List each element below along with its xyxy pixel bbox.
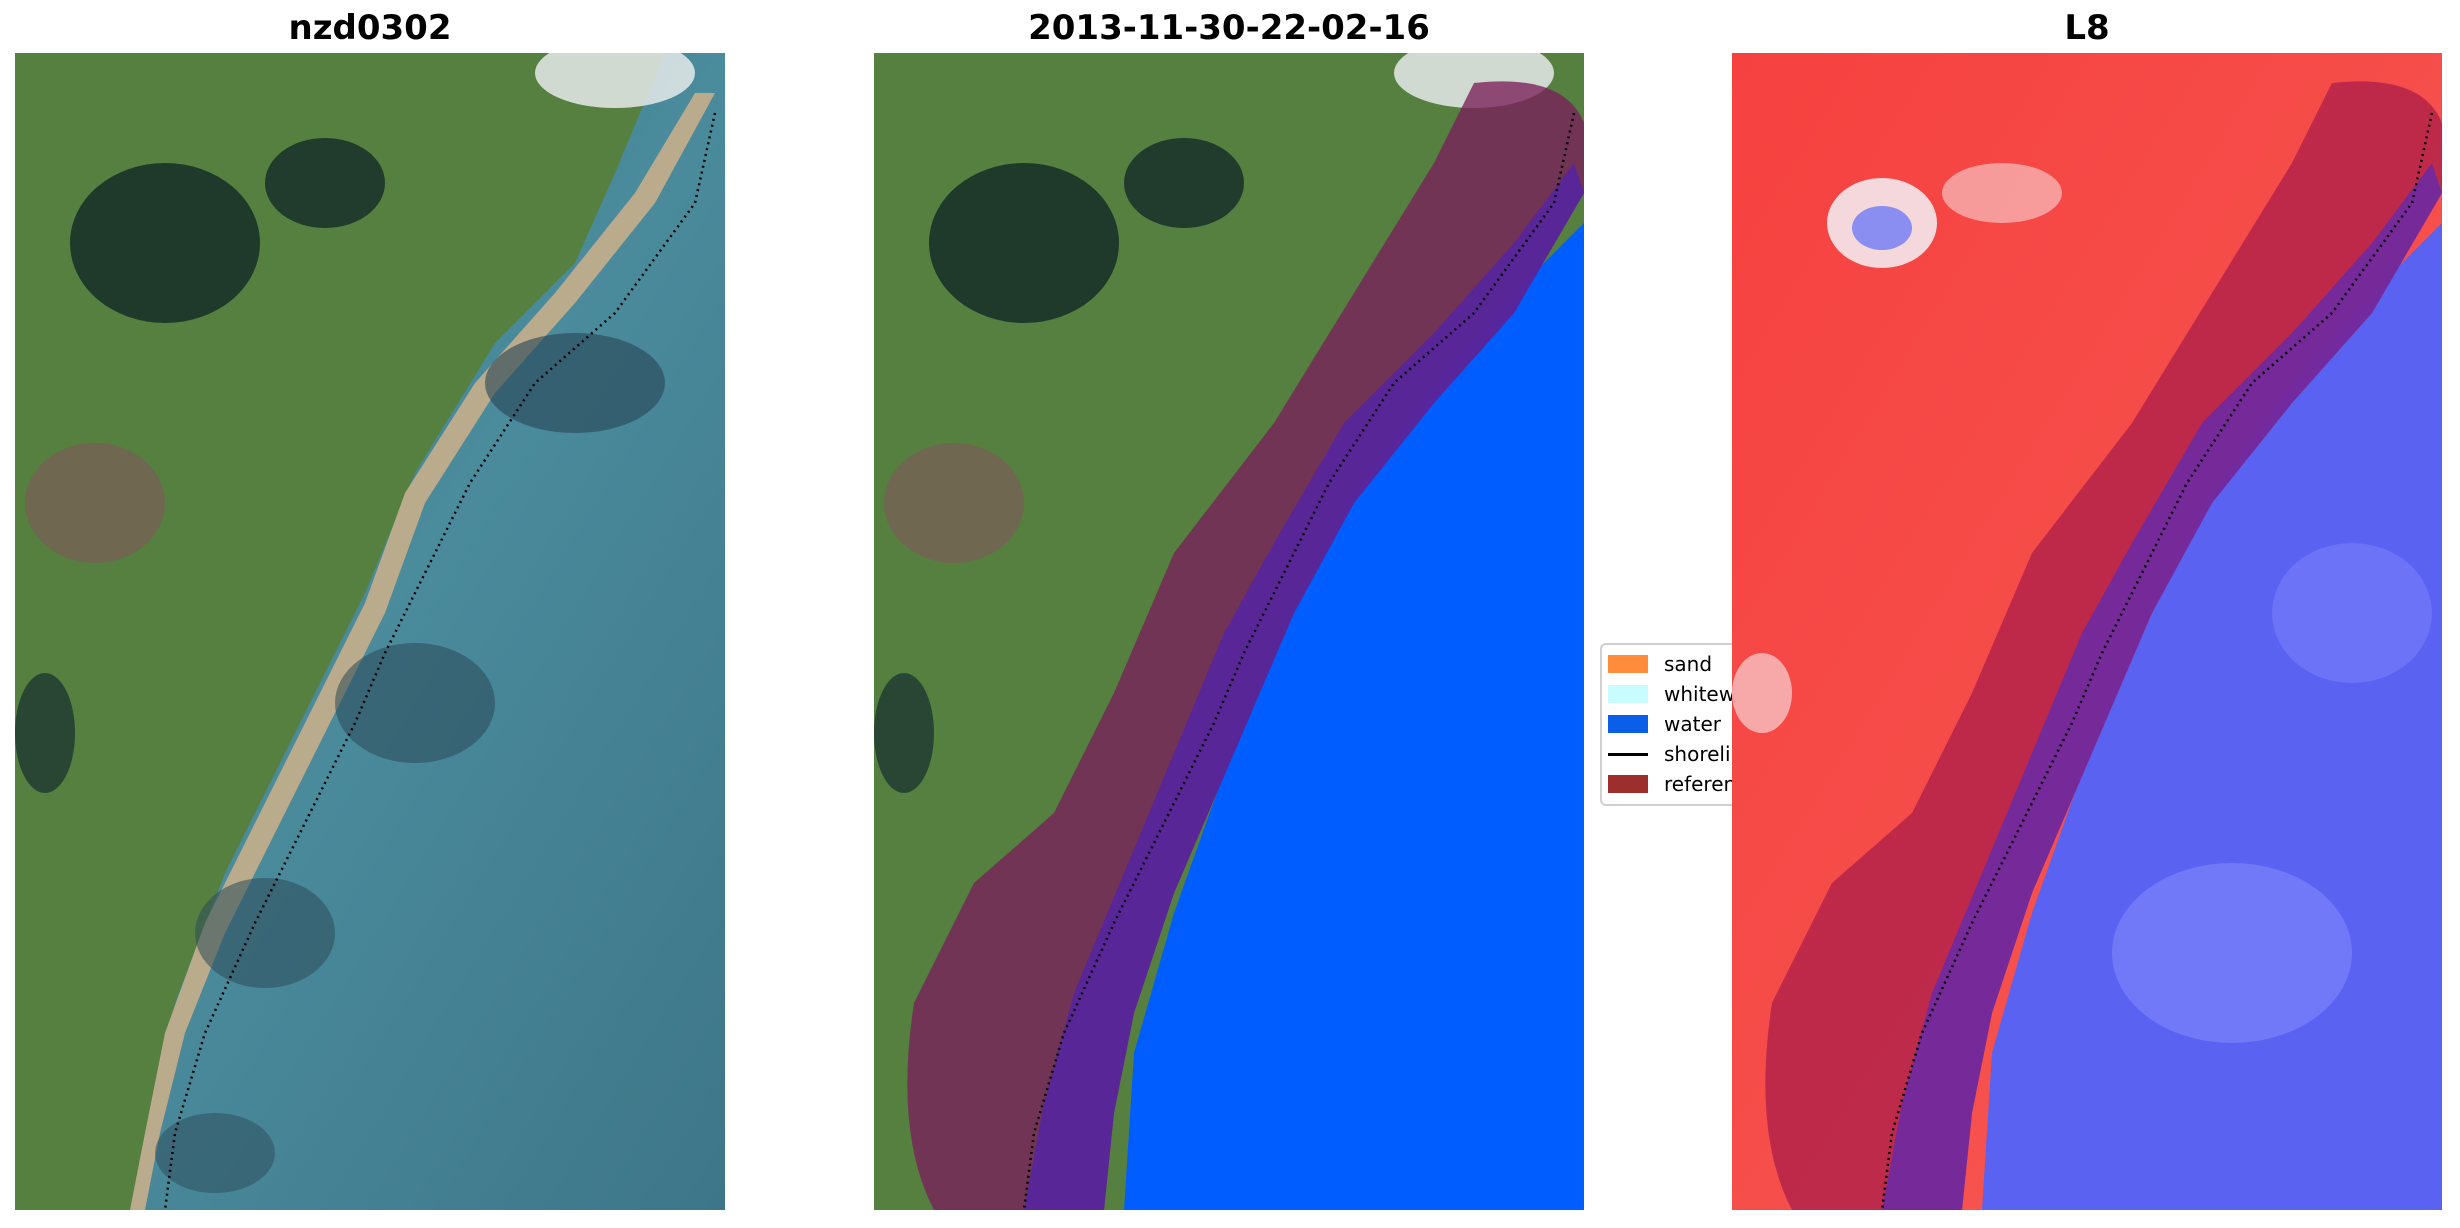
panel-title-index: L8 bbox=[2064, 8, 2110, 48]
shoreline-swatch bbox=[1608, 752, 1648, 756]
legend-item-reference: reference shoreline buffer bbox=[1608, 771, 1732, 797]
water-swatch bbox=[1608, 715, 1648, 733]
shoreline-line bbox=[163, 112, 717, 1210]
legend-item-water: water bbox=[1608, 711, 1721, 737]
sand-swatch bbox=[1608, 655, 1648, 673]
panel-title-classified: 2013-11-30-22-02-16 bbox=[1028, 8, 1430, 48]
classified-image bbox=[874, 53, 1584, 1210]
legend-label-water: water bbox=[1664, 712, 1721, 736]
reference-swatch bbox=[1608, 775, 1648, 793]
whitewater-swatch bbox=[1608, 685, 1648, 703]
legend-label-reference: reference shoreline buffer bbox=[1664, 772, 1732, 796]
index-image bbox=[1732, 53, 2442, 1210]
legend-item-shoreline: shoreline bbox=[1608, 741, 1732, 767]
satellite-rgb-image bbox=[15, 53, 725, 1210]
panel-title-rgb: nzd0302 bbox=[288, 8, 452, 48]
legend-label-sand: sand bbox=[1664, 652, 1713, 676]
legend-item-sand: sand bbox=[1608, 651, 1712, 677]
legend-label-shoreline: shoreline bbox=[1664, 742, 1732, 766]
